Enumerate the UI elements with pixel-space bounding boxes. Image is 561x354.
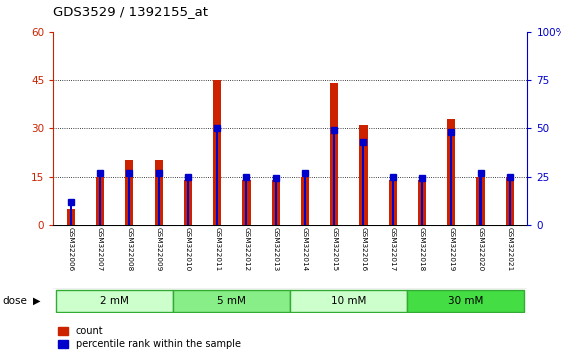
Bar bbox=[389, 180, 397, 225]
Bar bbox=[213, 80, 221, 225]
Text: GSM322010: GSM322010 bbox=[185, 227, 191, 272]
Bar bbox=[301, 177, 309, 225]
Bar bbox=[304, 173, 306, 225]
Text: GSM322014: GSM322014 bbox=[302, 227, 308, 272]
Text: ▶: ▶ bbox=[33, 296, 40, 306]
Bar bbox=[245, 177, 247, 225]
Bar bbox=[392, 177, 394, 225]
Text: 2 mM: 2 mM bbox=[100, 296, 129, 306]
Bar bbox=[447, 119, 456, 225]
Text: GSM322008: GSM322008 bbox=[126, 227, 132, 272]
Bar bbox=[158, 173, 160, 225]
Text: GSM322021: GSM322021 bbox=[507, 227, 513, 272]
Text: 5 mM: 5 mM bbox=[217, 296, 246, 306]
Legend: count, percentile rank within the sample: count, percentile rank within the sample bbox=[58, 326, 241, 349]
Text: dose: dose bbox=[3, 296, 27, 306]
Bar bbox=[173, 290, 291, 312]
Bar bbox=[99, 173, 101, 225]
Text: 10 mM: 10 mM bbox=[331, 296, 366, 306]
Bar bbox=[330, 83, 338, 225]
Bar bbox=[242, 180, 251, 225]
Bar bbox=[216, 128, 218, 225]
Bar bbox=[128, 173, 130, 225]
Text: GSM322017: GSM322017 bbox=[390, 227, 396, 272]
Text: 30 mM: 30 mM bbox=[448, 296, 484, 306]
Text: GSM322016: GSM322016 bbox=[361, 227, 366, 272]
Bar bbox=[56, 290, 173, 312]
Bar bbox=[421, 178, 423, 225]
Bar bbox=[509, 177, 511, 225]
Bar bbox=[362, 142, 365, 225]
Bar bbox=[125, 160, 134, 225]
Bar bbox=[291, 290, 407, 312]
Bar bbox=[476, 177, 485, 225]
Bar bbox=[418, 180, 426, 225]
Text: GSM322020: GSM322020 bbox=[477, 227, 484, 272]
Bar bbox=[480, 173, 481, 225]
Bar bbox=[450, 132, 452, 225]
Bar bbox=[184, 180, 192, 225]
Bar bbox=[70, 202, 72, 225]
Bar bbox=[272, 180, 280, 225]
Text: GSM322009: GSM322009 bbox=[155, 227, 162, 272]
Text: GSM322007: GSM322007 bbox=[97, 227, 103, 272]
Bar bbox=[275, 178, 277, 225]
Text: GSM322015: GSM322015 bbox=[331, 227, 337, 272]
Text: GSM322018: GSM322018 bbox=[419, 227, 425, 272]
Bar bbox=[96, 177, 104, 225]
Bar bbox=[407, 290, 525, 312]
Text: GSM322012: GSM322012 bbox=[243, 227, 250, 272]
Bar bbox=[154, 160, 163, 225]
Text: GSM322019: GSM322019 bbox=[448, 227, 454, 272]
Bar bbox=[67, 209, 75, 225]
Bar bbox=[360, 125, 367, 225]
Bar bbox=[187, 177, 189, 225]
Text: GSM322013: GSM322013 bbox=[273, 227, 279, 272]
Bar bbox=[333, 130, 335, 225]
Text: GDS3529 / 1392155_at: GDS3529 / 1392155_at bbox=[53, 5, 208, 18]
Text: GSM322006: GSM322006 bbox=[68, 227, 74, 272]
Text: GSM322011: GSM322011 bbox=[214, 227, 220, 272]
Bar bbox=[505, 177, 514, 225]
